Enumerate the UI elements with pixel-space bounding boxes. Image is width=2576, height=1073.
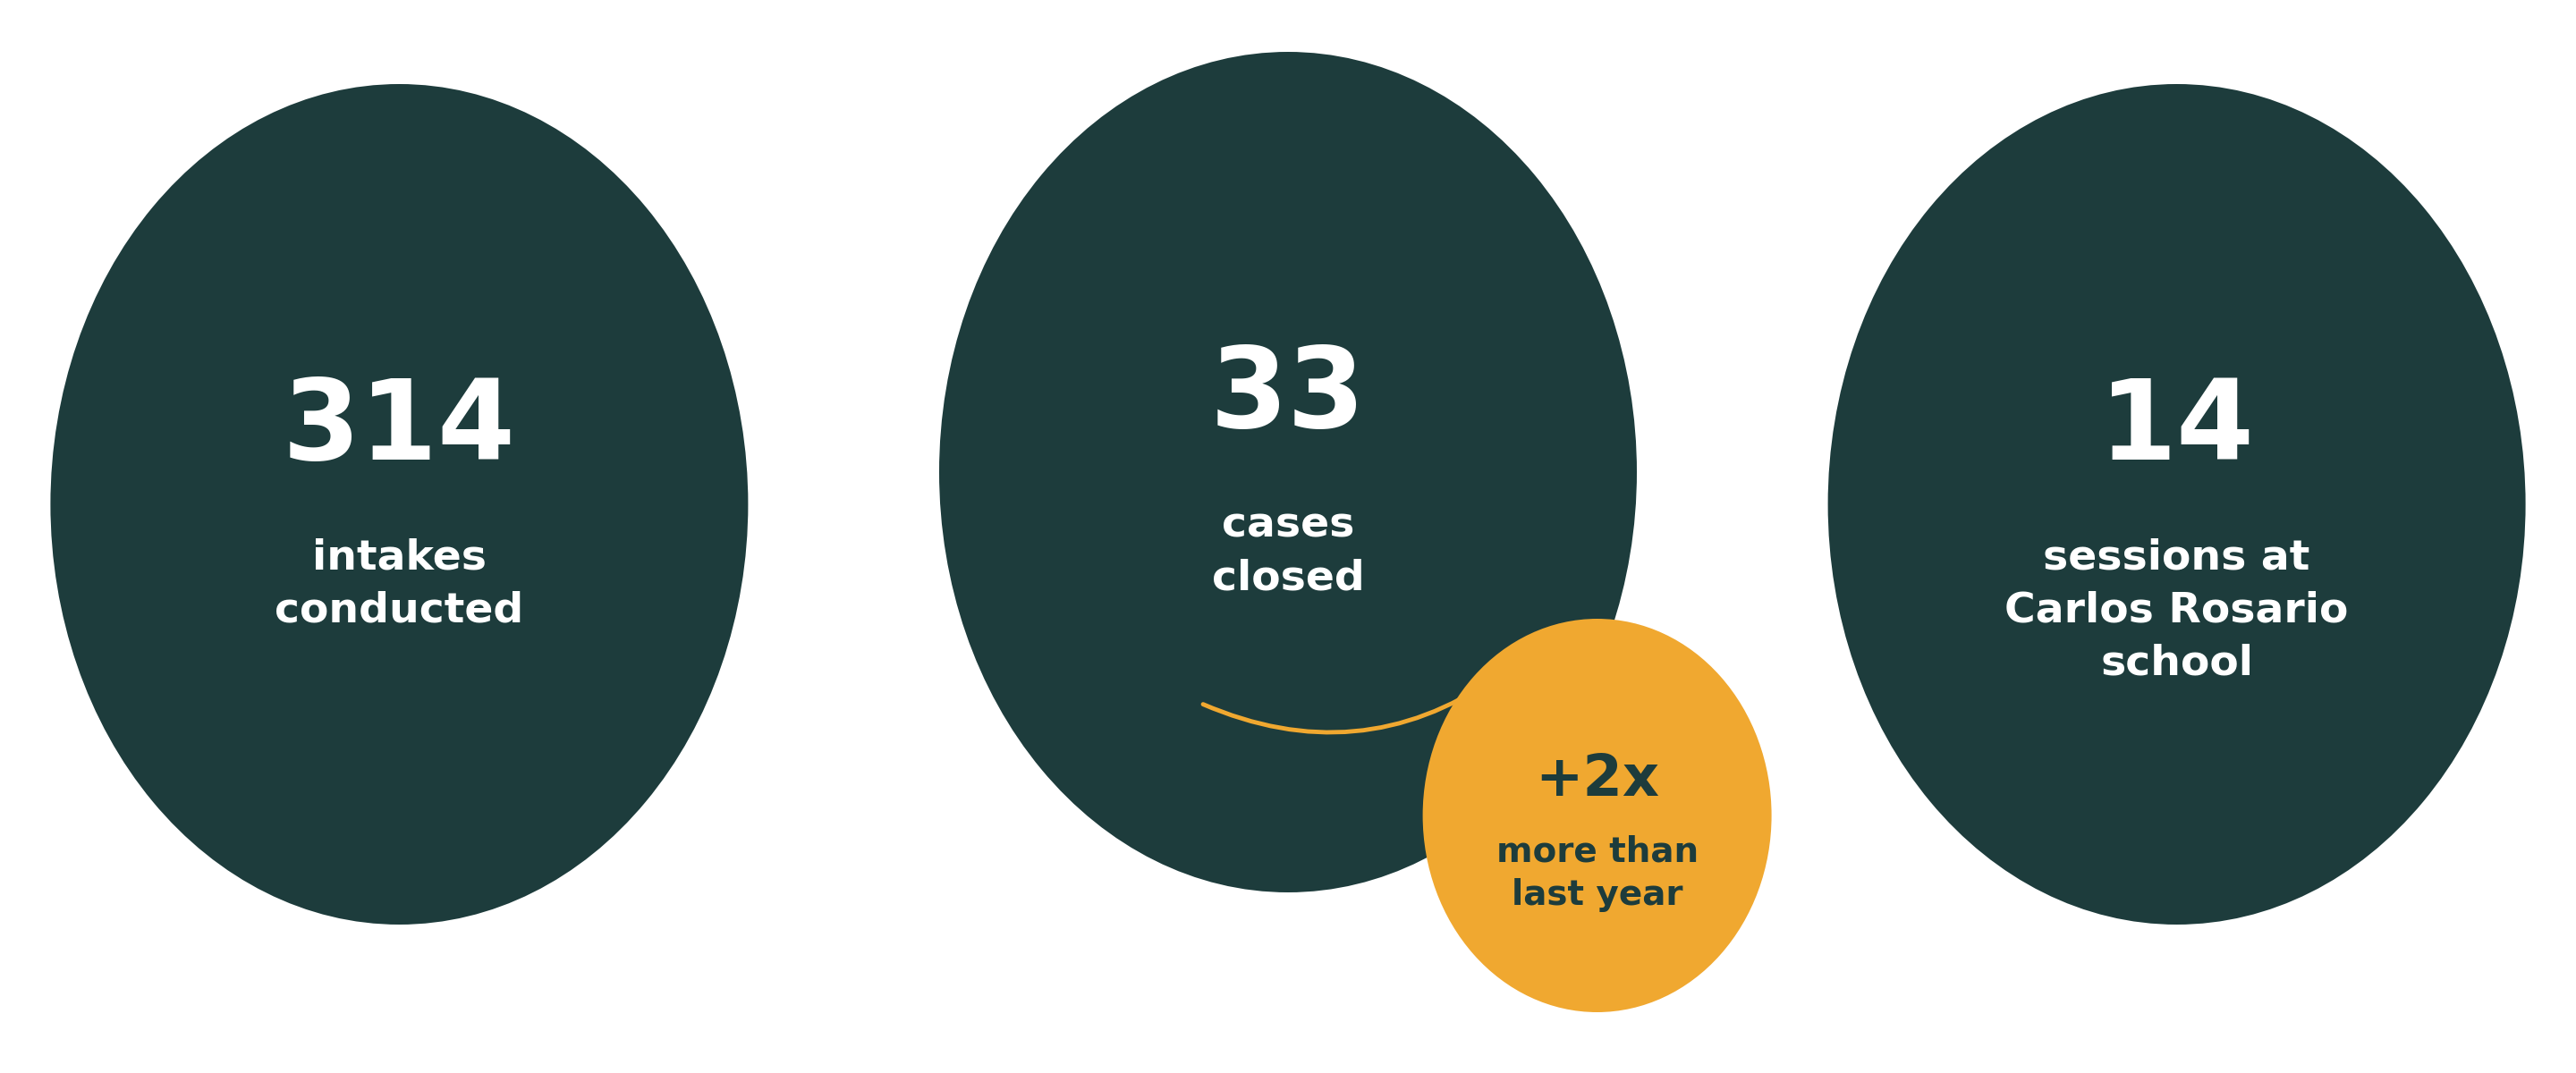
Text: sessions at
Carlos Rosario
school: sessions at Carlos Rosario school bbox=[2004, 538, 2349, 684]
Ellipse shape bbox=[940, 52, 1636, 893]
Text: 14: 14 bbox=[2099, 374, 2254, 483]
Text: +2x: +2x bbox=[1535, 752, 1659, 808]
Text: cases
closed: cases closed bbox=[1211, 505, 1365, 599]
Ellipse shape bbox=[1829, 84, 2524, 925]
Ellipse shape bbox=[52, 84, 747, 925]
Text: intakes
conducted: intakes conducted bbox=[276, 538, 523, 631]
Text: more than
last year: more than last year bbox=[1497, 835, 1698, 912]
Ellipse shape bbox=[1422, 619, 1772, 1012]
Text: 33: 33 bbox=[1211, 342, 1365, 451]
Text: 314: 314 bbox=[283, 374, 515, 483]
